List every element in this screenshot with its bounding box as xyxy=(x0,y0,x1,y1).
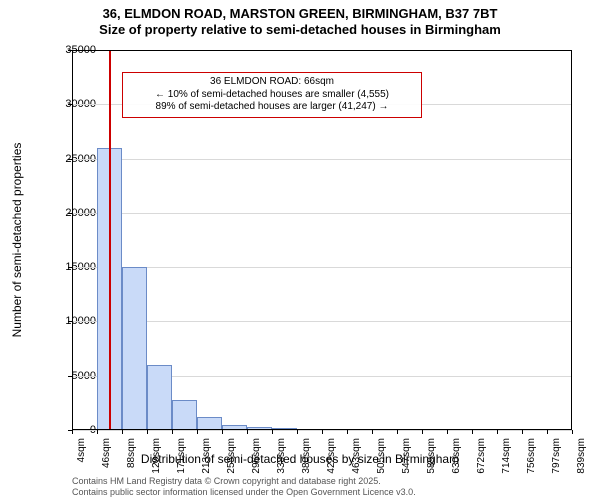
x-tick-mark xyxy=(197,430,198,434)
x-tick-mark xyxy=(222,430,223,434)
x-tick-mark xyxy=(422,430,423,434)
axis-left xyxy=(72,50,73,430)
x-tick-mark xyxy=(447,430,448,434)
x-tick-mark xyxy=(347,430,348,434)
y-axis-label: Number of semi-detached properties xyxy=(10,143,24,338)
footer-line-2: Contains public sector information licen… xyxy=(72,487,416,498)
chart-container: 36, ELMDON ROAD, MARSTON GREEN, BIRMINGH… xyxy=(0,0,600,500)
x-tick-mark xyxy=(497,430,498,434)
histogram-bar xyxy=(147,365,172,430)
x-tick-mark xyxy=(547,430,548,434)
histogram-bar xyxy=(172,400,197,430)
x-tick-mark xyxy=(247,430,248,434)
annotation-line: 89% of semi-detached houses are larger (… xyxy=(129,101,415,114)
footer: Contains HM Land Registry data © Crown c… xyxy=(72,476,416,498)
x-tick-mark xyxy=(472,430,473,434)
x-tick-mark xyxy=(72,430,73,434)
x-tick-mark xyxy=(372,430,373,434)
x-axis-label: Distribution of semi-detached houses by … xyxy=(0,452,600,466)
chart-title: 36, ELMDON ROAD, MARSTON GREEN, BIRMINGH… xyxy=(0,6,600,39)
x-tick-mark xyxy=(147,430,148,434)
histogram-bar xyxy=(122,267,147,430)
axis-top xyxy=(72,50,572,51)
annotation-box: 36 ELMDON ROAD: 66sqm← 10% of semi-detac… xyxy=(122,72,422,118)
annotation-line: ← 10% of semi-detached houses are smalle… xyxy=(129,89,415,102)
reference-line xyxy=(109,50,111,430)
x-tick-mark xyxy=(297,430,298,434)
x-tick-mark xyxy=(172,430,173,434)
footer-line-1: Contains HM Land Registry data © Crown c… xyxy=(72,476,416,487)
x-tick-mark xyxy=(97,430,98,434)
title-line-2: Size of property relative to semi-detach… xyxy=(0,22,600,38)
title-line-1: 36, ELMDON ROAD, MARSTON GREEN, BIRMINGH… xyxy=(0,6,600,22)
annotation-line: 36 ELMDON ROAD: 66sqm xyxy=(129,76,415,89)
plot-area: 36 ELMDON ROAD: 66sqm← 10% of semi-detac… xyxy=(72,50,572,430)
x-tick-mark xyxy=(522,430,523,434)
x-tick-mark xyxy=(122,430,123,434)
x-tick-mark xyxy=(272,430,273,434)
x-tick-mark xyxy=(322,430,323,434)
axis-right xyxy=(571,50,572,430)
axis-bottom xyxy=(72,429,572,430)
x-tick-mark xyxy=(397,430,398,434)
x-tick-mark xyxy=(572,430,573,434)
y-tick-mark xyxy=(68,430,72,431)
